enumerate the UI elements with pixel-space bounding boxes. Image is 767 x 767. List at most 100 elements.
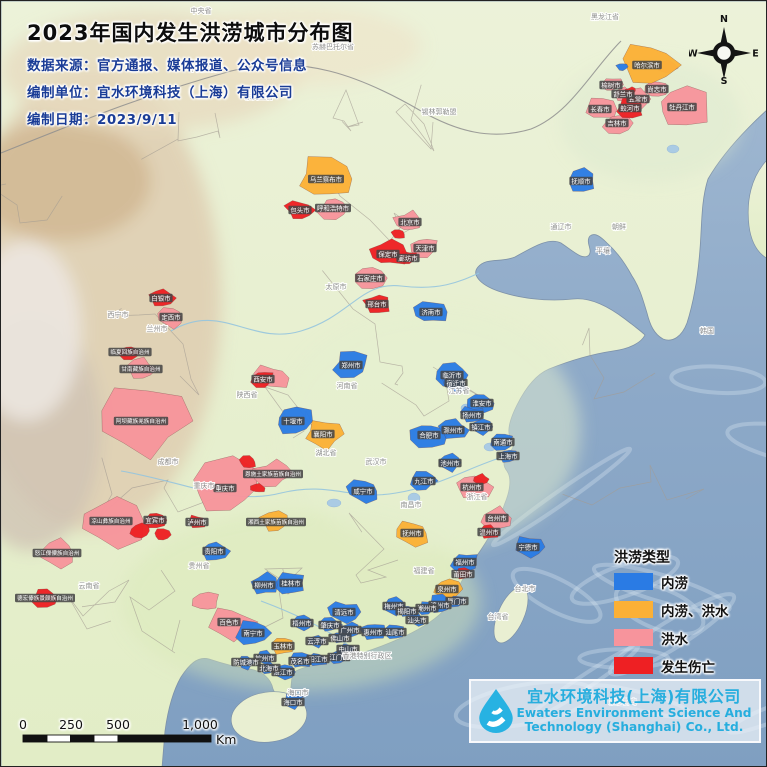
svg-text:临夏回族自治州: 临夏回族自治州 [110,348,149,356]
city-label: 临夏回族自治州 [108,347,152,357]
city-region [250,483,266,493]
place-label: 香港特别行政区 [343,651,392,660]
city-label: 汕尾市 [383,627,407,636]
legend-items: 内涝 内涝、洪水 洪水 发生伤亡 [614,573,729,676]
city-label: 佛山市 [328,633,352,642]
svg-text:合肥市: 合肥市 [419,430,439,439]
city-region [154,528,172,541]
legend-item: 内涝 [614,573,729,592]
svg-text:惠州市: 惠州市 [363,627,383,636]
place-label: 苏赫巴托尔省 [312,42,354,51]
date-line: 编制日期：2023/9/11 [27,112,178,128]
city-label: 池州市 [438,458,462,467]
place-label: 武汉市 [366,457,387,466]
svg-text:阿坝藏族羌族自治州: 阿坝藏族羌族自治州 [116,417,166,425]
city-label: 邢台市 [365,299,389,308]
city-label: 台州市 [485,513,509,522]
city-label: 甘南藏族自治州 [119,364,163,374]
place-label: 锡林郭勒盟 [422,107,457,116]
svg-text:梅州市: 梅州市 [384,601,404,610]
svg-text:尚志市: 尚志市 [647,84,667,93]
place-label: 黑龙江省 [591,12,619,21]
svg-text:甘南藏族自治州: 甘南藏族自治州 [121,365,160,373]
place-label: 太原市 [326,282,347,291]
svg-text:茂名市: 茂名市 [290,656,310,665]
svg-text:西安市: 西安市 [253,374,273,383]
svg-text:临沂市: 临沂市 [442,370,462,379]
svg-text:肇庆市: 肇庆市 [320,620,340,629]
svg-text:南通市: 南通市 [493,437,513,446]
city-region [238,455,256,469]
svg-text:云浮市: 云浮市 [307,636,327,645]
city-label: 白银市 [149,293,173,302]
svg-text:海口市: 海口市 [283,697,303,706]
city-label: 德宏傣族景颇族自治州 [15,593,75,603]
city-label: 南宁市 [241,628,265,637]
place-label: 朝鲜 [612,222,626,231]
city-label: 温州市 [477,527,501,536]
svg-text:五常市: 五常市 [628,94,648,103]
legend-swatch [614,657,653,674]
city-label: 重庆市 [213,483,237,492]
city-label: 恩施土家族苗族自治州 [243,469,303,479]
city-label: 天津市 [413,243,437,252]
place-label: 福建省 [414,566,435,575]
svg-text:廊坊市: 廊坊市 [398,253,418,262]
city-label: 潮州市 [415,603,439,612]
place-label: 东戈壁省 [245,92,273,101]
city-label: 莆田市 [451,569,475,578]
svg-text:宁德市: 宁德市 [518,542,538,551]
company-logo: 宜水环境科技(上海)有限公司 Ewaters Environment Scien… [469,679,761,743]
water-drop-icon [479,689,513,733]
city-label: 北京市 [398,217,422,226]
city-label: 梧州市 [290,618,314,627]
legend-title: 洪涝类型 [614,550,670,566]
svg-text:N: N [720,14,728,25]
svg-text:宿迁市: 宿迁市 [446,378,466,387]
city-label: 哈尔滨市 [632,60,662,69]
svg-text:牡丹江市: 牡丹江市 [669,102,695,111]
city-label: 茂名市 [288,656,312,665]
scale-bar: 0 250 500 1,000 Km [15,717,245,751]
place-label: 西宁市 [108,310,129,319]
scale-bar-graphic [22,734,212,743]
svg-text:宜宾市: 宜宾市 [145,515,165,524]
city-label: 十堰市 [281,416,305,425]
svg-text:池州市: 池州市 [440,458,460,467]
city-label: 柳州市 [252,580,276,589]
svg-text:汕头市: 汕头市 [407,615,427,624]
svg-text:漳州市: 漳州市 [430,600,450,609]
svg-text:长春市: 长春市 [590,104,610,113]
city-label: 合肥市 [417,430,441,439]
city-label: 淮安市 [470,398,494,407]
svg-text:中山市: 中山市 [338,644,358,653]
city-label: 石家庄市 [355,273,385,282]
city-label: 牡丹江市 [667,102,697,111]
svg-text:保定市: 保定市 [378,249,398,258]
svg-text:舒兰市: 舒兰市 [613,89,633,98]
svg-text:湘西土家族苗族自治州: 湘西土家族苗族自治州 [248,518,304,526]
svg-text:十堰市: 十堰市 [283,416,303,425]
city-label: 揭阳市 [395,606,419,615]
logo-text: 宜水环境科技(上海)有限公司 Ewaters Environment Scien… [515,687,753,734]
city-label: 玉林市 [271,641,295,650]
city-label: 杭州市 [460,482,484,491]
city-label: 桂林市 [279,578,303,587]
svg-text:凉山彝族自治州: 凉山彝族自治州 [91,517,130,525]
scale-tick: 250 [59,717,83,732]
scale-tick: 0 [19,717,27,732]
city-label: 吉林市 [605,118,629,127]
city-label: 阿坝藏族羌族自治州 [113,416,169,426]
city-label: 江门市 [327,652,351,661]
city-label: 抚州市 [400,528,424,537]
city-label: 清远市 [332,607,356,616]
svg-text:北海市: 北海市 [259,663,279,672]
svg-text:怒江傈僳族自治州: 怒江傈僳族自治州 [35,549,80,557]
svg-text:桂林市: 桂林市 [281,578,301,587]
svg-text:呼和浩特市: 呼和浩特市 [317,203,350,212]
city-region [390,229,405,239]
city-label: 定西市 [159,312,183,321]
